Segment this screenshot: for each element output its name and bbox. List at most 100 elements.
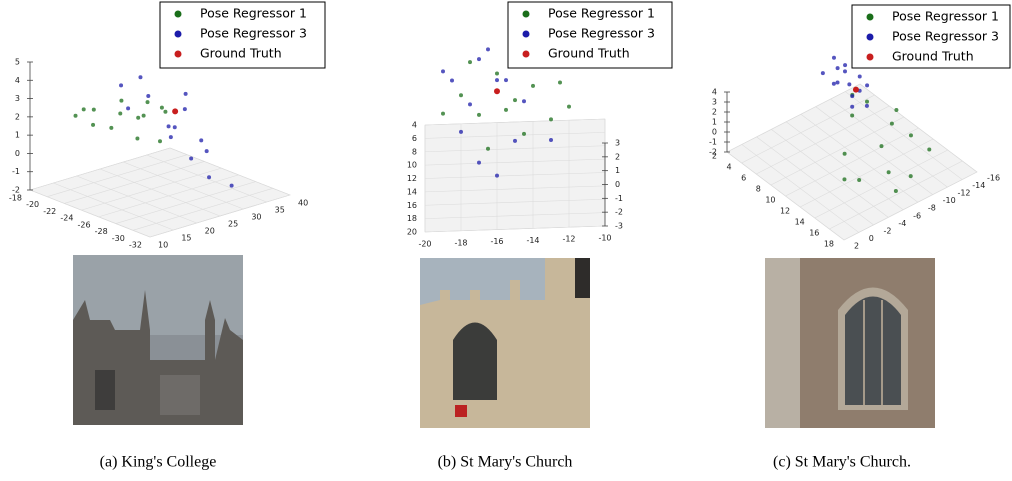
z-tick-label: 2 [615, 152, 620, 161]
point [138, 75, 142, 79]
legend-label: Pose Regressor 3 [200, 26, 307, 41]
point [865, 104, 869, 108]
point [495, 71, 499, 75]
y-tick-label: 10 [407, 161, 417, 170]
point [119, 99, 123, 103]
x-tick-label: -24 [60, 214, 73, 223]
point [522, 99, 526, 103]
point [118, 111, 122, 115]
point [836, 80, 840, 84]
legend-label: Pose Regressor 1 [892, 9, 999, 24]
legend-marker [867, 54, 874, 61]
point [857, 178, 861, 182]
x-tick-label: 0 [869, 234, 874, 243]
x-tick-label: -18 [9, 194, 22, 203]
x-tick-label: -10 [598, 234, 611, 243]
point [832, 56, 836, 60]
point [894, 108, 898, 112]
point [513, 139, 517, 143]
photo-st-marys-window [765, 258, 935, 428]
x-tick-label: -20 [418, 240, 431, 249]
x-tick-label: -8 [928, 204, 936, 213]
z-tick-label: -1 [12, 167, 20, 176]
legend-label: Ground Truth [200, 46, 282, 61]
point [163, 110, 167, 114]
point [842, 177, 846, 181]
z-tick-label: 0 [615, 180, 620, 189]
y-tick-label: 20 [205, 227, 215, 236]
point [92, 108, 96, 112]
point [189, 156, 193, 160]
point [853, 87, 859, 93]
x-tick-label: -2 [884, 226, 892, 235]
z-tick-label: 0 [15, 149, 20, 158]
point [173, 125, 177, 129]
point [558, 80, 562, 84]
point [183, 107, 187, 111]
point [477, 57, 481, 61]
point [850, 105, 854, 109]
z-tick-label: 1 [615, 166, 620, 175]
y-tick-label: 10 [158, 241, 168, 250]
x-tick-label: -28 [95, 227, 108, 236]
z-tick-label: 1 [15, 131, 20, 140]
legend-label: Ground Truth [548, 46, 630, 61]
y-tick-label: 16 [809, 229, 819, 238]
point [199, 138, 203, 142]
point [865, 100, 869, 104]
point [468, 102, 472, 106]
point [184, 92, 188, 96]
point [477, 161, 481, 165]
point [513, 98, 517, 102]
x-tick-label: -10 [943, 196, 956, 205]
point [135, 136, 139, 140]
point [850, 113, 854, 117]
legend-marker [175, 51, 182, 58]
point [146, 94, 150, 98]
point [126, 106, 130, 110]
point [167, 124, 171, 128]
y-tick-label: 6 [412, 134, 417, 143]
x-tick-label: -16 [987, 174, 1000, 183]
x-tick-label: -22 [43, 207, 56, 216]
point [477, 113, 481, 117]
point [850, 94, 854, 98]
x-tick-label: -18 [454, 238, 467, 247]
point [843, 69, 847, 73]
z-tick-label: 0 [712, 128, 717, 137]
panel: -16-14-12-10-8-6-4-20224681012141618-2-1… [709, 5, 1010, 251]
z-tick-label: 1 [712, 118, 717, 127]
point [459, 130, 463, 134]
point [142, 114, 146, 118]
x-tick-label: -20 [26, 200, 39, 209]
point [894, 189, 898, 193]
y-tick-label: 14 [795, 218, 805, 227]
legend-marker [523, 11, 530, 18]
z-tick-label: 5 [15, 58, 20, 67]
x-tick-label: -12 [957, 189, 970, 198]
z-tick-label: 4 [712, 88, 717, 97]
legend-label: Pose Regressor 3 [548, 26, 655, 41]
z-tick-label: -3 [615, 222, 623, 231]
panel: -20-18-16-14-12-10468101214161820-3-2-10… [407, 2, 672, 249]
caption: (b) St Mary's Church [438, 454, 573, 471]
point [821, 71, 825, 75]
point [160, 106, 164, 110]
z-tick-label: -1 [709, 138, 717, 147]
point [847, 82, 851, 86]
point [843, 152, 847, 156]
point [858, 74, 862, 78]
point [207, 175, 211, 179]
point [879, 144, 883, 148]
point [146, 100, 150, 104]
z-tick-label: 2 [712, 108, 717, 117]
point [909, 174, 913, 178]
y-tick-label: 18 [407, 214, 417, 223]
y-tick-label: 40 [298, 199, 308, 208]
x-tick-label: -14 [526, 236, 539, 245]
point [230, 184, 234, 188]
x-tick-label: -12 [562, 235, 575, 244]
point [495, 78, 499, 82]
point [468, 60, 472, 64]
y-tick-label: 14 [407, 187, 417, 196]
